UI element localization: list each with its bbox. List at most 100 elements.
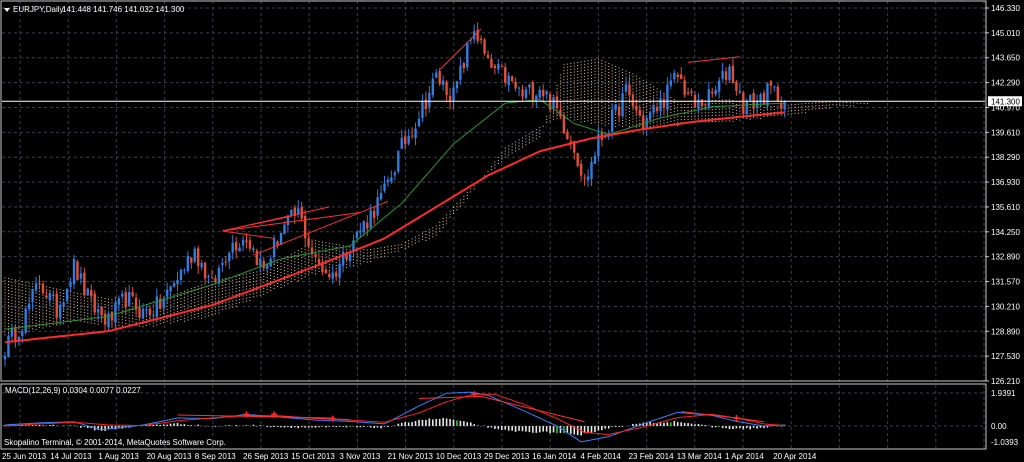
cloud-dot [735, 118, 737, 120]
cloud-dot [466, 198, 468, 200]
cloud-dot [625, 109, 627, 111]
cloud-dot [277, 283, 279, 285]
cloud-dot [315, 249, 316, 251]
macd-panel[interactable] [0, 383, 987, 450]
candle-body [55, 293, 58, 318]
price-panel[interactable] [0, 0, 987, 382]
cloud-dot [570, 111, 572, 113]
cloud-dot [766, 115, 768, 117]
cloud-dot [197, 297, 199, 299]
cloud-dot [591, 113, 592, 115]
candle-body [635, 105, 638, 111]
cloud-dot [580, 88, 582, 90]
cloud-dot [87, 297, 89, 299]
cloud-dot [591, 77, 592, 79]
cloud-dot [591, 104, 592, 106]
cloud-dot [515, 147, 517, 149]
cloud-dot [670, 111, 672, 113]
cloud-dot [625, 94, 627, 96]
cloud-dot [170, 298, 172, 300]
candle-body [490, 58, 493, 68]
cloud-dot [63, 295, 65, 297]
cloud-dot [822, 104, 824, 106]
macd-cross-marker [471, 391, 478, 398]
cloud-dot [301, 278, 303, 280]
cloud-dot [673, 99, 675, 101]
cloud-dot [622, 80, 624, 82]
cloud-dot [577, 109, 579, 111]
cloud-dot [421, 238, 423, 240]
cloud-dot [587, 63, 589, 65]
cloud-dot [584, 87, 586, 89]
cloud-dot [370, 258, 372, 260]
cloud-dot [635, 96, 637, 98]
cloud-dot [332, 252, 334, 254]
cloud-dot [197, 285, 199, 287]
cloud-dot [7, 293, 9, 295]
cloud-dot [570, 72, 572, 74]
cloud-dot [628, 125, 630, 127]
macd-divergence-line [681, 411, 737, 419]
cloud-dot [290, 269, 292, 271]
macd-panel-frame [0, 383, 987, 450]
cloud-dot [28, 315, 30, 317]
cloud-dot [194, 290, 196, 292]
cloud-dot [608, 114, 610, 116]
cloud-dot [694, 115, 696, 117]
cloud-dot [711, 121, 713, 123]
cloud-dot [52, 320, 54, 322]
cloud-dot [532, 131, 534, 133]
cloud-dot [711, 118, 713, 120]
cloud-dot [18, 286, 20, 288]
cloud-dot [421, 232, 423, 234]
cloud-dot [418, 237, 420, 239]
candle-body [680, 74, 683, 79]
candle-body [386, 179, 390, 183]
cloud-dot [49, 290, 51, 292]
macd-y-tick-label: 1.9391 [991, 389, 1016, 398]
candle-body [24, 308, 27, 333]
cloud-dot [232, 303, 234, 305]
cloud-dot [204, 316, 206, 318]
cloud-dot [563, 67, 565, 69]
cloud-dot [121, 316, 123, 318]
cloud-dot [301, 251, 303, 253]
x-tick-label: 1 Aug 2013 [98, 452, 139, 461]
cloud-dot [90, 316, 92, 318]
cloud-dot [601, 63, 603, 65]
cloud-dot [722, 108, 724, 110]
cloud-dot [121, 322, 123, 324]
cloud-dot [490, 166, 492, 168]
cloud-dot [273, 276, 275, 278]
symbol-dropdown-icon[interactable] [4, 8, 10, 12]
cloud-dot [228, 289, 230, 291]
candle-body [283, 224, 286, 234]
cloud-dot [635, 120, 637, 122]
cloud-dot [35, 302, 37, 304]
cloud-dot [287, 265, 289, 267]
cloud-dot [439, 221, 441, 223]
cloud-dot [173, 303, 175, 305]
cloud-dot [166, 320, 168, 322]
cloud-dot [235, 287, 237, 289]
cloud-dot [635, 126, 637, 128]
cloud-dot [304, 264, 306, 266]
cloud-dot [204, 313, 206, 315]
cloud-dot [4, 277, 6, 279]
cloud-dot [387, 249, 389, 251]
cloud-dot [587, 72, 589, 74]
cloud-dot [280, 281, 282, 283]
macd-divergence-lines [177, 395, 765, 423]
cloud-dot [287, 268, 289, 270]
cloud-dot [646, 96, 648, 98]
x-tick-label: 20 Apr 2014 [773, 452, 817, 461]
candle-body [331, 272, 334, 279]
cloud-dot [173, 318, 175, 320]
cloud-dot [570, 108, 572, 110]
cloud-dot [235, 281, 237, 283]
cloud-dot [553, 116, 555, 118]
cloud-dot [308, 274, 310, 276]
cloud-dot [287, 271, 289, 273]
cloud-dot [287, 280, 289, 282]
cloud-dot [256, 283, 258, 285]
